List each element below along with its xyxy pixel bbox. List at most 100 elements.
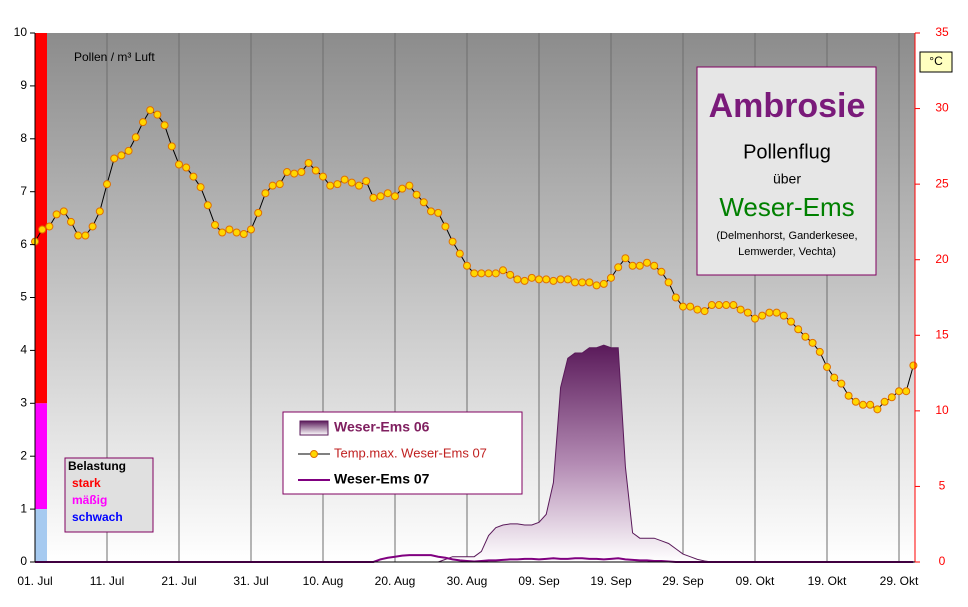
legend-label: Weser-Ems 07 (334, 471, 430, 487)
marker (549, 276, 558, 285)
y-tick-label: 7 (20, 184, 27, 198)
marker (131, 133, 140, 142)
marker (527, 273, 536, 282)
marker (254, 208, 263, 217)
marker (52, 210, 61, 219)
marker (441, 222, 450, 231)
marker (124, 146, 133, 155)
y-tick-label: 10 (14, 25, 28, 39)
marker (448, 237, 457, 246)
marker (391, 192, 399, 201)
marker (110, 154, 119, 163)
x-tick-label: 19. Okt (808, 574, 847, 588)
info-line: Pollenflug (743, 141, 831, 163)
marker (398, 184, 407, 193)
marker (772, 308, 781, 317)
marker (477, 269, 486, 278)
belastung-bar (35, 33, 47, 404)
marker (484, 269, 493, 278)
marker (563, 275, 572, 284)
marker (657, 267, 666, 276)
marker (520, 276, 529, 285)
info-places: Lemwerder, Vechta) (738, 246, 836, 258)
marker (743, 308, 752, 317)
info-places: (Delmenhorst, Ganderkesee, (716, 230, 857, 242)
marker (167, 142, 176, 151)
marker (434, 208, 443, 217)
marker (355, 181, 363, 190)
marker (369, 193, 378, 202)
y-tick-label: 6 (20, 237, 27, 251)
marker (347, 178, 356, 187)
info-title: Ambrosie (709, 87, 866, 125)
y-tick-label: 2 (20, 448, 27, 462)
marker (340, 175, 349, 184)
y-tick-label: 1 (20, 501, 27, 515)
legend-label: Weser-Ems 06 (334, 419, 430, 435)
marker (196, 183, 205, 192)
y-axis-label: Pollen / m³ Luft (74, 50, 155, 64)
marker (643, 258, 651, 267)
marker (635, 261, 644, 270)
marker (873, 405, 882, 414)
marker (851, 397, 860, 406)
x-tick-label: 30. Aug (447, 574, 488, 588)
marker (815, 347, 824, 356)
x-tick-label: 29. Okt (880, 574, 919, 588)
x-tick-label: 01. Jul (17, 574, 52, 588)
y2-tick-label: 5 (939, 479, 946, 493)
belastung-label: schwach (72, 510, 123, 524)
unit-box (919, 51, 953, 73)
belastung-bar (35, 509, 47, 562)
y-tick-label: 5 (20, 290, 27, 304)
marker (779, 311, 788, 320)
belastung-title: Belastung (68, 459, 126, 473)
marker (319, 172, 327, 181)
marker (189, 172, 198, 181)
x-tick-label: 09. Okt (736, 574, 775, 588)
marker (153, 110, 162, 119)
marker (794, 325, 803, 334)
marker (283, 168, 291, 177)
x-tick-label: 29. Sep (662, 574, 704, 588)
marker (599, 279, 608, 288)
y-tick-label: 8 (20, 131, 27, 145)
marker (139, 118, 147, 127)
marker (362, 177, 371, 186)
y2-tick-label: 20 (935, 252, 949, 266)
marker (383, 189, 392, 198)
marker (880, 397, 889, 406)
marker (499, 266, 507, 275)
marker (542, 275, 551, 284)
marker (664, 278, 673, 287)
marker (686, 302, 695, 311)
marker (103, 180, 111, 189)
marker (81, 231, 90, 240)
marker (585, 278, 594, 287)
info-box: Ambrosie Pollenflug über Weser-Ems (Delm… (696, 66, 877, 276)
marker (160, 121, 169, 130)
marker (38, 225, 47, 234)
marker (225, 225, 234, 234)
marker (405, 181, 414, 190)
marker (513, 275, 522, 284)
x-tick-label: 31. Jul (233, 574, 268, 588)
marker (751, 314, 759, 323)
legend-label: Temp.max. Weser-Ems 07 (334, 445, 487, 460)
marker (74, 231, 83, 240)
marker (232, 228, 241, 237)
y2-tick-label: 35 (935, 25, 949, 39)
marker (700, 307, 709, 316)
x-tick-label: 09. Sep (518, 574, 560, 588)
marker (729, 301, 738, 310)
x-tick-label: 21. Jul (161, 574, 196, 588)
marker (679, 302, 687, 311)
belastung-frame (64, 457, 154, 533)
marker (419, 198, 428, 207)
info-frame (696, 66, 877, 276)
marker (88, 222, 97, 231)
marker (578, 278, 587, 287)
legend-swatch (299, 420, 329, 436)
belastung-label: stark (72, 476, 101, 490)
